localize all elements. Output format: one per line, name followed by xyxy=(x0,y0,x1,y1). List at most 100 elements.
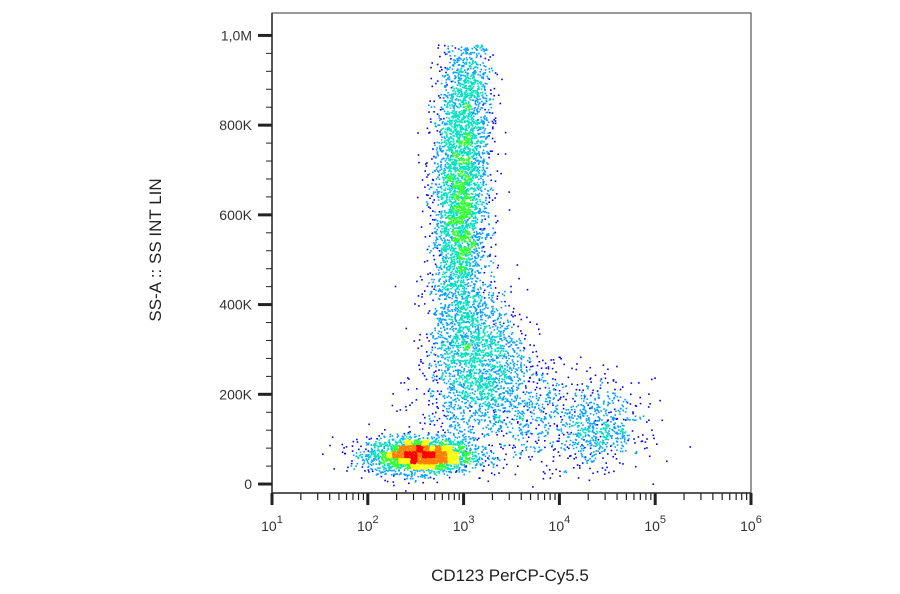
event-point xyxy=(484,72,486,74)
event-point xyxy=(500,347,503,349)
event-point xyxy=(484,339,487,341)
event-point xyxy=(439,313,441,315)
event-point xyxy=(543,416,546,418)
event-point xyxy=(493,280,496,283)
event-point xyxy=(471,250,473,253)
event-point xyxy=(508,357,510,360)
event-point xyxy=(488,297,490,299)
event-point xyxy=(465,406,467,408)
event-point xyxy=(441,313,443,315)
event-point xyxy=(582,436,585,438)
event-point xyxy=(499,375,501,377)
event-point xyxy=(462,71,464,73)
event-point xyxy=(491,112,494,114)
event-point xyxy=(458,436,461,438)
event-point xyxy=(573,443,576,446)
event-point xyxy=(398,473,401,476)
event-point xyxy=(592,389,594,392)
event-point xyxy=(483,65,485,67)
event-point xyxy=(470,87,473,89)
plot-frame xyxy=(271,12,752,494)
event-point xyxy=(470,75,472,77)
event-point xyxy=(610,444,613,447)
event-point xyxy=(463,433,466,435)
event-point xyxy=(420,469,423,471)
event-point xyxy=(487,59,490,61)
event-point xyxy=(431,469,433,472)
event-point xyxy=(499,428,501,430)
event-point xyxy=(470,437,472,440)
event-point xyxy=(451,309,453,311)
event-point xyxy=(428,282,430,284)
event-point xyxy=(346,470,348,472)
event-point xyxy=(495,193,498,195)
event-point xyxy=(477,306,480,308)
event-point xyxy=(474,454,476,457)
event-point xyxy=(618,429,620,431)
event-point xyxy=(442,395,444,398)
event-point xyxy=(473,393,476,396)
event-point xyxy=(528,456,530,458)
event-point xyxy=(426,176,428,178)
event-point xyxy=(485,326,487,328)
event-point xyxy=(428,404,430,406)
event-point xyxy=(517,347,520,349)
event-point xyxy=(452,278,455,280)
event-point xyxy=(551,402,554,405)
event-point xyxy=(454,275,457,278)
event-point xyxy=(428,188,431,190)
event-point xyxy=(511,326,513,329)
event-point xyxy=(443,201,446,204)
event-point xyxy=(474,271,477,273)
event-point xyxy=(473,337,475,339)
event-point xyxy=(455,320,457,322)
event-point xyxy=(449,119,451,121)
event-point xyxy=(435,183,437,186)
event-point xyxy=(484,384,486,386)
event-point xyxy=(547,396,549,399)
event-point xyxy=(437,322,439,325)
event-point xyxy=(546,400,548,403)
event-point xyxy=(444,311,446,313)
event-point xyxy=(367,458,370,460)
event-point xyxy=(582,414,584,417)
event-point xyxy=(502,435,505,437)
event-point xyxy=(479,463,481,465)
event-point xyxy=(457,374,459,376)
event-point xyxy=(511,359,514,361)
event-point xyxy=(494,371,496,373)
event-point xyxy=(403,473,405,475)
event-point xyxy=(510,379,513,381)
event-point xyxy=(467,430,470,433)
event-point xyxy=(445,365,447,368)
event-point xyxy=(452,63,455,66)
event-point xyxy=(619,425,621,428)
event-point xyxy=(480,156,482,159)
event-point xyxy=(463,429,466,431)
event-point xyxy=(579,432,582,435)
event-point xyxy=(476,336,479,338)
event-point xyxy=(492,314,494,316)
event-point xyxy=(476,67,479,69)
event-point xyxy=(473,372,476,375)
event-point xyxy=(512,390,514,393)
event-point xyxy=(471,277,474,280)
event-point xyxy=(500,306,503,309)
event-point xyxy=(483,465,485,467)
event-point xyxy=(574,394,577,397)
event-point xyxy=(536,416,538,419)
event-point xyxy=(441,346,443,349)
event-point xyxy=(450,201,453,203)
event-point xyxy=(485,94,488,97)
event-point xyxy=(478,368,481,371)
event-point xyxy=(521,419,524,421)
event-point xyxy=(449,303,451,306)
event-point xyxy=(575,368,578,371)
event-point xyxy=(519,457,521,459)
event-point xyxy=(547,433,549,435)
event-point xyxy=(445,81,447,84)
event-point xyxy=(450,360,453,362)
event-point xyxy=(472,75,475,77)
event-point xyxy=(457,383,460,386)
event-point xyxy=(629,403,632,405)
